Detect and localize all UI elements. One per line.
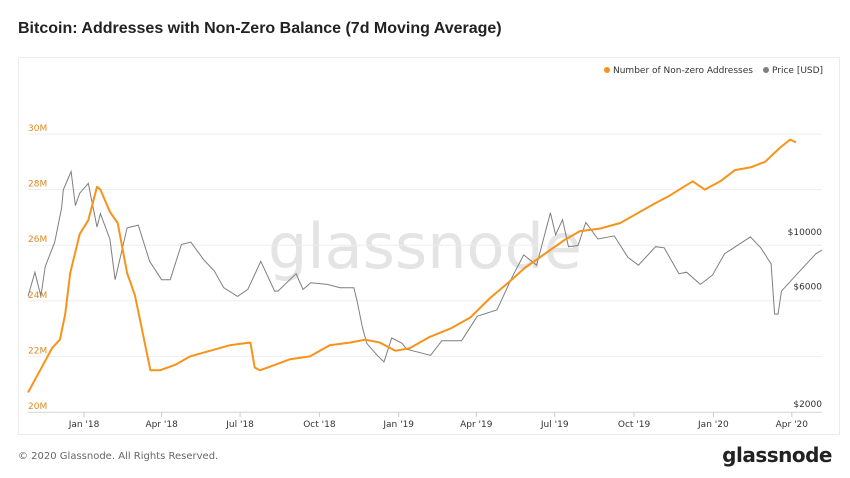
price-line [27,169,823,363]
x-tick-label: Apr '18 [145,420,178,430]
x-tick-label: Jul '18 [225,420,254,430]
x-tick-label: Jan '18 [68,420,100,430]
chart-panel [18,57,840,435]
legend-label-addresses: Number of Non-zero Addresses [613,66,753,76]
glassnode-logo[interactable]: glassnode [722,443,832,467]
copyright: © 2020 Glassnode. All Rights Reserved. [18,451,219,462]
legend-dot-price [763,67,769,73]
y-left-tick-label: 24M [28,291,47,301]
x-tick-label: Jul '19 [540,420,569,430]
x-tick-label: Jan '20 [697,420,729,430]
legend-dot-addresses [604,67,610,73]
legend: Number of Non-zero Addresses Price [USD] [604,66,823,76]
y-right-tick-label: $2000 [793,400,822,410]
addresses-line [27,138,797,393]
y-left-tick-label: 26M [28,235,47,245]
y-left-tick-label: 22M [28,346,47,356]
y-left-tick-label: 20M [28,402,47,412]
legend-item-price[interactable]: Price [USD] [763,66,823,76]
legend-label-price: Price [USD] [772,66,823,76]
y-right-tick-label: $6000 [793,283,822,293]
y-left-tick-label: 28M [28,180,47,190]
x-tick-label: Apr '20 [776,420,809,430]
y-right-tick-label: $10000 [788,228,823,238]
x-tick-label: Apr '19 [460,420,493,430]
page-title: Bitcoin: Addresses with Non-Zero Balance… [18,20,502,37]
x-tick-label: Oct '18 [303,420,336,430]
legend-item-addresses[interactable]: Number of Non-zero Addresses [604,66,753,76]
y-left-tick-label: 30M [28,124,47,134]
x-tick-label: Oct '19 [618,420,651,430]
watermark: glassnode [268,210,582,283]
x-tick-label: Jan '19 [382,420,414,430]
